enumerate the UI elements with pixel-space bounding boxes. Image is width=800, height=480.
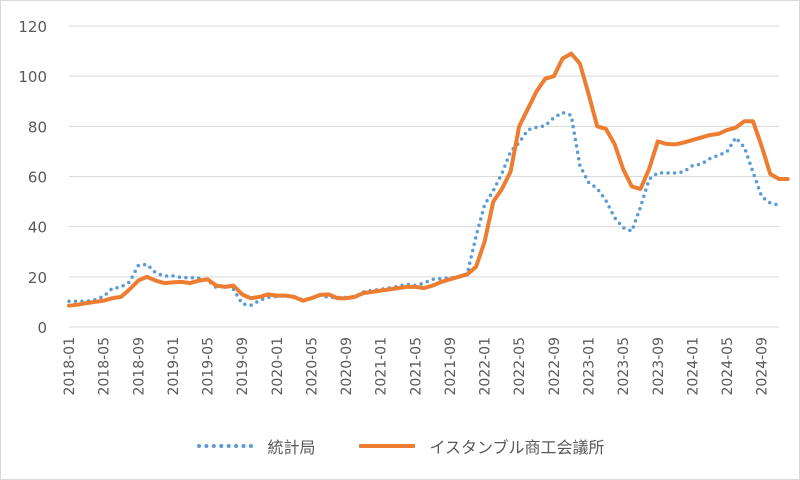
x-tick-label: 2018-09 [131, 337, 147, 396]
x-tick-label: 2024-05 [720, 337, 736, 396]
series-line-1 [67, 51, 790, 308]
x-tick-label: 2020-09 [339, 337, 355, 396]
y-axis: 0 20 40 60 80 100 120 [18, 18, 47, 337]
x-tick-label: 2020-05 [304, 337, 320, 396]
y-tick-label: 60 [28, 169, 47, 187]
x-tick-label: 2019-01 [166, 337, 182, 396]
x-tick-label: 2022-01 [478, 337, 494, 396]
legend-item-istanbul-chamber: イスタンブル商工会議所 [359, 434, 605, 458]
y-tick-label: 40 [28, 219, 47, 237]
legend-item-stat-bureau: 統計局 [197, 434, 315, 458]
x-tick-label: 2021-01 [374, 337, 390, 396]
legend: 統計局 イスタンブル商工会議所 [1, 431, 800, 461]
y-tick-label: 100 [18, 68, 47, 86]
y-tick-label: 20 [28, 269, 47, 287]
y-tick-label: 0 [37, 319, 47, 337]
x-axis: 2018-01 2018-05 2018-09 2019-01 2019-05 2019-… [62, 337, 771, 396]
x-tick-label: 2021-09 [443, 337, 459, 396]
legend-label-stat-bureau: 統計局 [267, 438, 316, 457]
series-line-0 [67, 110, 781, 308]
x-tick-label: 2019-09 [235, 337, 251, 396]
legend-swatch-solid [359, 444, 416, 448]
x-tick-label: 2018-01 [62, 337, 78, 396]
y-tick-label: 120 [18, 18, 47, 36]
y-tick-label: 80 [28, 118, 47, 136]
legend-swatch-dotted [197, 444, 254, 448]
x-tick-label: 2024-01 [685, 337, 701, 396]
series-lines [67, 51, 790, 308]
x-tick-label: 2023-01 [582, 337, 598, 396]
x-tick-label: 2023-05 [616, 337, 632, 396]
legend-label-istanbul-chamber: イスタンブル商工会議所 [429, 438, 605, 457]
x-tick-label: 2022-05 [512, 337, 528, 396]
x-tick-label: 2019-05 [201, 337, 217, 396]
x-tick-label: 2021-05 [408, 337, 424, 396]
x-tick-label: 2018-05 [97, 337, 113, 396]
x-tick-label: 2023-09 [651, 337, 667, 396]
x-tick-label: 2022-09 [547, 337, 563, 396]
x-tick-label: 2024-09 [755, 337, 771, 396]
x-tick-label: 2020-01 [270, 337, 286, 396]
